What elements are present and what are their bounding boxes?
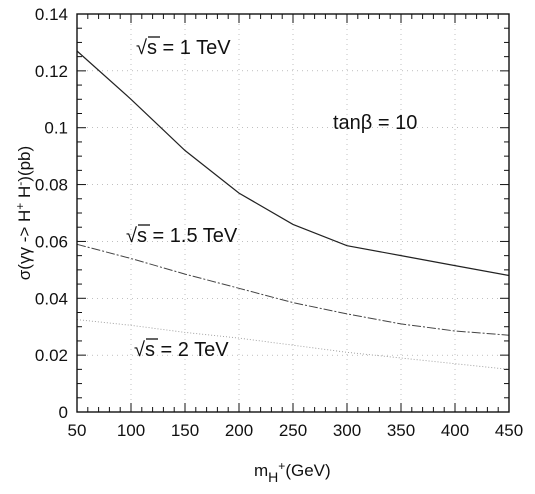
series-line [76, 319, 510, 370]
x-tick-label: 200 [225, 421, 253, 440]
annotation-sqrt-s-1tev: √s = 1 TeV [136, 37, 231, 59]
y-tick-label: 0.04 [35, 289, 68, 308]
series-line [76, 50, 510, 277]
x-tick-label: 50 [68, 421, 87, 440]
axis-ticks [76, 13, 510, 413]
annotation-sqrt-s-1-5tev: √s = 1.5 TeV [126, 225, 238, 247]
y-axis-title-sup1: + [13, 203, 27, 210]
x-axis-title-unit: (GeV) [285, 461, 330, 480]
y-tick-label: 0.02 [35, 346, 68, 365]
y-tick-labels: 0 0.02 0.04 0.06 0.08 0.1 0.12 0.14 [35, 5, 68, 422]
y-axis-title-sup2: - [13, 182, 27, 186]
y-tick-label: 0.08 [35, 176, 68, 195]
sqrt-symbol: √ [126, 225, 137, 247]
y-tick-label: 0 [59, 403, 68, 422]
x-axis-title-sub: H [268, 469, 278, 485]
y-axis-title: σ(γγ -> H+ H-)(pb) [13, 146, 34, 280]
x-tick-label: 150 [171, 421, 199, 440]
x-axis-title-main: m [254, 461, 268, 480]
x-tick-label: 450 [495, 421, 523, 440]
y-tick-label: 0.06 [35, 232, 68, 251]
y-axis-title-prefix: σ(γγ -> H [15, 210, 34, 280]
x-tick-labels: 50 100 150 200 250 300 350 400 450 [68, 421, 524, 440]
annotation-tan-beta: tanβ = 10 [333, 112, 417, 134]
x-axis-title-sup: + [278, 459, 285, 473]
annotation-text: s = 2 TeV [145, 339, 229, 361]
sqrt-symbol: √ [136, 37, 147, 59]
y-axis-title-mid: H [15, 186, 34, 203]
y-tick-label: 0.14 [35, 5, 68, 24]
sqrt-symbol: √ [134, 339, 145, 361]
x-tick-label: 100 [117, 421, 145, 440]
x-tick-label: 350 [387, 421, 415, 440]
x-tick-label: 400 [441, 421, 469, 440]
annotation-text: s = 1.5 TeV [137, 225, 238, 247]
y-axis-title-suffix: )(pb) [15, 146, 34, 182]
series-lines [76, 50, 510, 370]
grid [77, 14, 509, 412]
y-tick-label: 0.1 [44, 119, 68, 138]
x-axis-title: mH+(GeV) [254, 459, 331, 485]
x-tick-label: 250 [279, 421, 307, 440]
annotation-text: s = 1 TeV [147, 37, 231, 59]
x-tick-label: 300 [333, 421, 361, 440]
y-tick-label: 0.12 [35, 62, 68, 81]
annotation-sqrt-s-2tev: √s = 2 TeV [134, 339, 229, 361]
